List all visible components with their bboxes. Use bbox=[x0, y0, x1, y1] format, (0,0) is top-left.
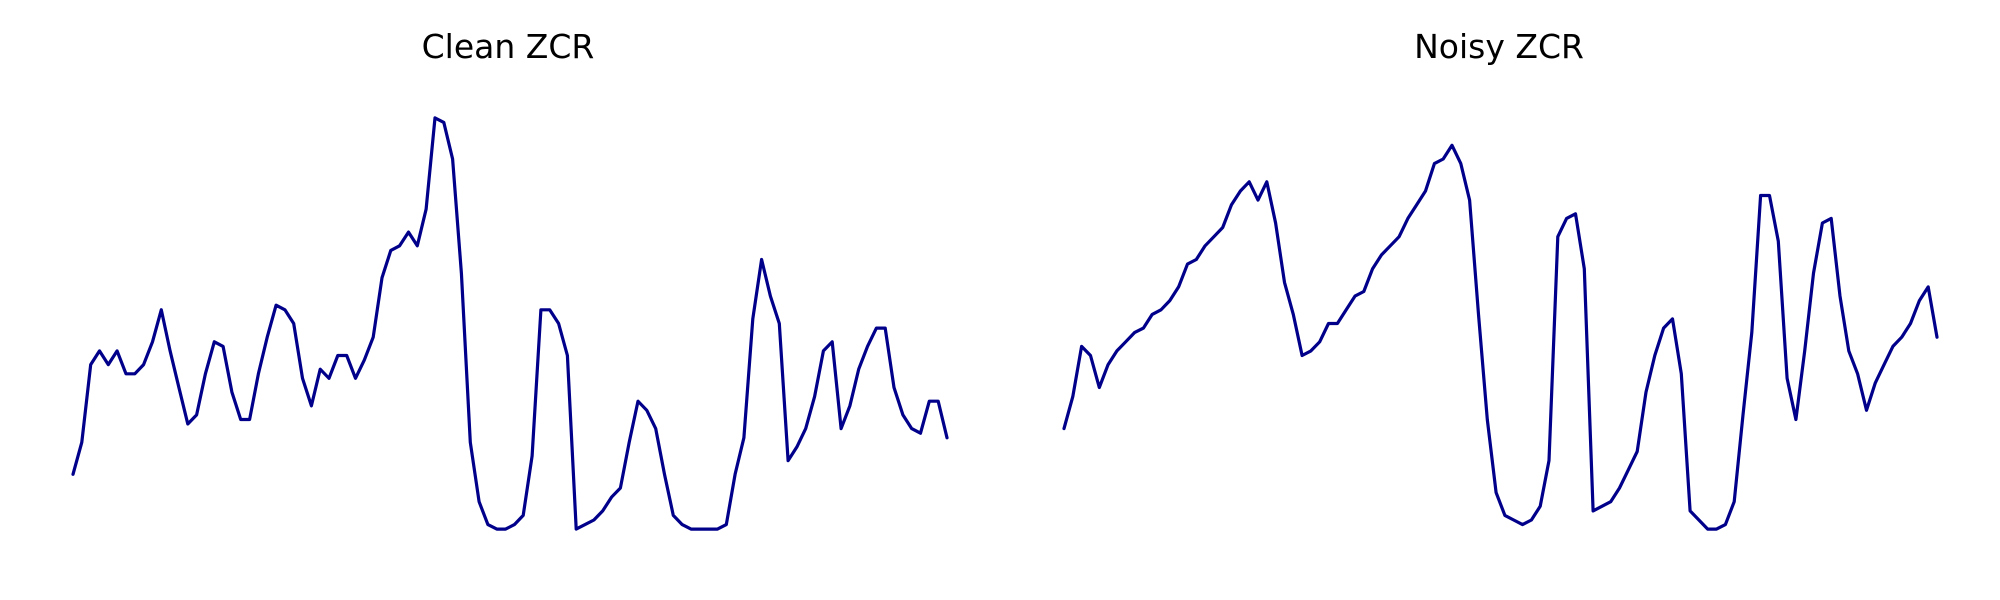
zcr-line-noisy bbox=[1062, 143, 1939, 531]
chart-title-clean: Clean ZCR bbox=[422, 27, 595, 66]
panel-clean: Clean ZCR bbox=[71, 27, 949, 531]
panel-noisy: Noisy ZCR bbox=[1062, 27, 1939, 531]
plot-area-clean bbox=[71, 116, 949, 531]
chart-title-noisy: Noisy ZCR bbox=[1414, 27, 1584, 66]
zcr-line-clean bbox=[71, 116, 949, 531]
plot-area-noisy bbox=[1062, 143, 1939, 531]
